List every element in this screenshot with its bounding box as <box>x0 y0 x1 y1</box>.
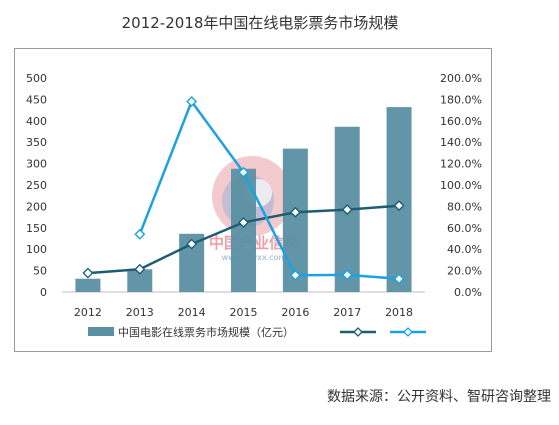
bar <box>127 269 153 292</box>
line-point-marker <box>186 96 198 108</box>
series-line <box>138 98 400 281</box>
bar <box>75 278 101 292</box>
line-point-marker <box>289 269 301 281</box>
bar <box>282 148 308 292</box>
x-tick-label: 2017 <box>333 306 361 319</box>
line-point-marker <box>341 269 353 281</box>
y-left-tick-label: 200 <box>26 200 47 213</box>
axes: 0 50 100 150 200 250 300 350 400 450 500 0.0% 20.0% 4… <box>26 72 482 319</box>
legend-bar-swatch <box>88 327 114 336</box>
source-note: 数据来源：公开资料、智研咨询整理 <box>327 389 551 405</box>
y-left-tick-label: 250 <box>26 179 47 192</box>
bar <box>386 107 412 292</box>
line-point-marker <box>393 200 405 212</box>
legend-bar-label: 中国电影在线票务市场规模（亿元） <box>118 325 294 339</box>
y-right-tick-label: 160.0% <box>440 115 482 128</box>
y-left-tick-label: 400 <box>26 115 47 128</box>
x-tick-label: 2012 <box>74 306 102 319</box>
x-tick-label: 2013 <box>126 306 154 319</box>
line-point-marker <box>134 263 146 275</box>
line-point-marker <box>289 206 301 218</box>
line-point-marker <box>186 238 198 250</box>
x-tick-label: 2018 <box>385 306 413 319</box>
line-point-marker <box>82 267 94 279</box>
y-right-tick-label: 140.0% <box>440 136 482 149</box>
line-point-marker <box>134 228 146 240</box>
chart-title: 2012-2018年中国在线电影票务市场规模 <box>121 14 399 32</box>
y-right-tick-label: 80.0% <box>447 200 482 213</box>
y-right-tick-label: 120.0% <box>440 158 482 171</box>
line-point-marker <box>393 273 405 285</box>
chart-frame <box>14 48 492 352</box>
y-left-tick-label: 100 <box>26 243 47 256</box>
line-series <box>82 96 405 285</box>
y-left-tick-label: 0 <box>40 286 47 299</box>
y-right-tick-label: 20.0% <box>447 265 482 278</box>
y-right-tick-label: 60.0% <box>447 222 482 235</box>
legend-line-marker <box>353 327 363 337</box>
y-right-tick-label: 0.0% <box>454 286 482 299</box>
legend: 中国电影在线票务市场规模（亿元） <box>88 325 426 339</box>
line-point-marker <box>341 204 353 216</box>
x-tick-label: 2014 <box>178 306 206 319</box>
y-left-tick-label: 50 <box>33 265 47 278</box>
y-left-tick-label: 500 <box>26 72 47 85</box>
x-tick-label: 2015 <box>230 306 258 319</box>
y-left-tick-label: 150 <box>26 222 47 235</box>
y-left-tick-label: 300 <box>26 158 47 171</box>
y-right-tick-label: 100.0% <box>440 179 482 192</box>
x-tick-label: 2016 <box>281 306 309 319</box>
y-left-tick-label: 350 <box>26 136 47 149</box>
line-point-marker <box>238 166 249 178</box>
legend-line-marker <box>403 327 413 337</box>
line-point-marker <box>238 216 249 228</box>
y-left-tick-label: 450 <box>26 93 47 106</box>
y-right-tick-label: 40.0% <box>447 243 482 256</box>
bar-series <box>75 107 412 293</box>
y-right-tick-label: 180.0% <box>440 93 482 106</box>
y-right-tick-label: 200.0% <box>440 72 482 85</box>
